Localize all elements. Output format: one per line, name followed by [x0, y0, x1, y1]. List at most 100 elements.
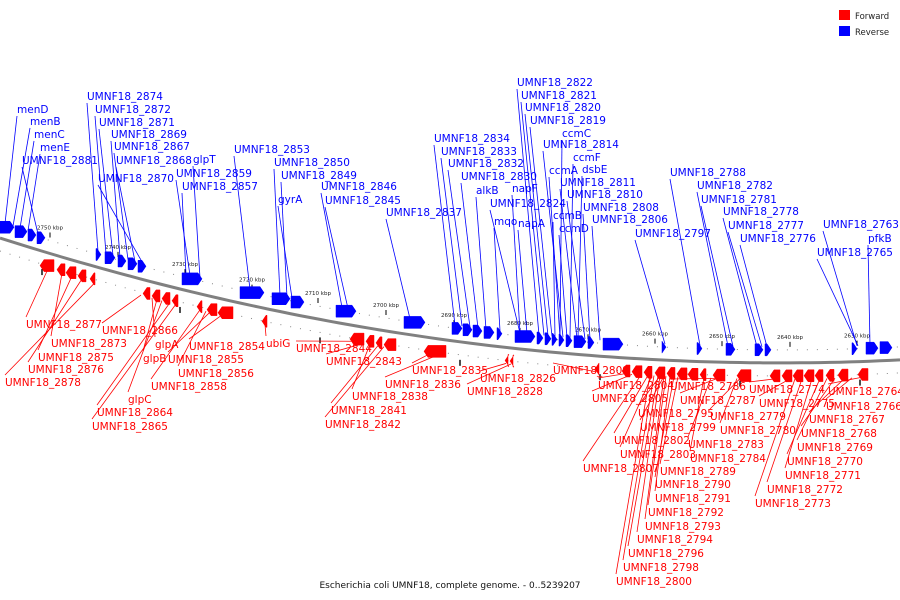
forward-label-leader — [687, 377, 712, 438]
reverse-label-leader — [181, 192, 187, 275]
forward-gene-label: UMNF18_2773 — [755, 498, 831, 510]
forward-label-leader — [264, 324, 267, 337]
reverse-label-leader — [94, 115, 107, 254]
reverse-gene-label: UMNF18_2845 — [325, 195, 401, 207]
reverse-gene-label: UMNF18_2821 — [521, 90, 597, 102]
reverse-gene-arrow — [725, 343, 736, 356]
forward-label-leader — [615, 375, 651, 575]
forward-gene-arrow — [504, 354, 510, 367]
scale-tick-label: 2660 kbp — [642, 332, 668, 338]
reverse-gene-label: UMNF18_2797 — [635, 228, 711, 240]
forward-gene-label: UMNF18_2771 — [785, 470, 861, 482]
forward-label-leader — [101, 294, 142, 324]
legend-reverse-swatch — [839, 26, 850, 36]
forward-gene-label: UMNF18_2792 — [648, 507, 724, 519]
reverse-gene-label: UMNF18_2777 — [728, 220, 804, 232]
reverse-gene-label: UMNF18_2776 — [740, 233, 816, 245]
forward-label-leader — [627, 375, 659, 547]
reverse-gene-label: UMNF18_2853 — [234, 144, 310, 156]
scale-tick-label: 2680 kbp — [507, 321, 533, 327]
reverse-label-leader — [669, 178, 701, 346]
reverse-label-leader — [524, 113, 549, 336]
forward-gene-label: UMNF18_2856 — [178, 368, 254, 380]
forward-gene-label: UMNF18_2877 — [26, 319, 102, 331]
reverse-gene-label: UMNF18_2849 — [281, 170, 357, 182]
reverse-gene-label: UMNF18_2846 — [321, 181, 397, 193]
reverse-label-leader — [634, 239, 666, 345]
forward-label-leader — [766, 378, 803, 483]
reverse-gene-label: UMNF18_2819 — [530, 115, 606, 127]
reverse-label-leader — [552, 221, 556, 337]
forward-gene-label: UMNF18_2779 — [710, 411, 786, 423]
forward-gene-arrow — [261, 315, 268, 328]
forward-gene-label: UMNF18_2866 — [102, 325, 178, 337]
forward-label-leader — [800, 378, 836, 427]
forward-gene-arrow — [814, 369, 824, 382]
forward-gene-arrow — [77, 269, 87, 283]
reverse-label-leader — [324, 206, 349, 309]
reverse-gene-label: UMNF18_2806 — [592, 214, 668, 226]
forward-gene-arrow — [217, 306, 234, 319]
forward-gene-label: ubiG — [266, 338, 290, 350]
reverse-label-leader — [727, 231, 763, 347]
legend-forward-swatch — [839, 10, 850, 20]
reverse-label-leader — [12, 127, 31, 227]
forward-gene-label: UMNF18_2809 — [553, 365, 629, 377]
forward-label-leader — [4, 282, 96, 376]
reverse-gene-label: menB — [30, 116, 61, 128]
forward-gene-label: UMNF18_2775 — [759, 398, 835, 410]
forward-label-leader — [719, 378, 738, 424]
reverse-label-leader — [192, 165, 201, 278]
forward-gene-label: UMNF18_2798 — [623, 562, 699, 574]
forward-gene-label: UMNF18_2828 — [467, 386, 543, 398]
forward-gene-arrow — [171, 294, 179, 307]
reverse-label-leader — [277, 205, 293, 299]
forward-gene-arrow — [39, 259, 55, 272]
reverse-gene-label: UMNF18_2850 — [274, 157, 350, 169]
forward-gene-label: UMNF18_2780 — [720, 425, 796, 437]
forward-gene-arrow — [423, 345, 447, 358]
reverse-label-leader — [4, 115, 18, 224]
forward-label-leader — [325, 342, 365, 355]
forward-label-leader — [384, 354, 439, 378]
reverse-label-leader — [175, 179, 191, 276]
forward-label-leader — [758, 378, 791, 397]
reverse-label-leader — [27, 153, 41, 231]
reverse-gene-label: UMNF18_2763 — [823, 219, 899, 231]
reverse-gene-label: ccmB — [553, 210, 582, 222]
scale-tick-label: 2650 kbp — [709, 334, 735, 340]
reverse-label-leader — [516, 88, 540, 335]
reverse-gene-arrow — [181, 272, 203, 286]
forward-gene-label: UMNF18_2807 — [583, 463, 659, 475]
forward-gene-label: glpB — [143, 353, 166, 365]
forward-gene-label: UMNF18_2838 — [352, 391, 428, 403]
forward-gene-arrow — [196, 300, 203, 313]
forward-label-leader — [796, 378, 828, 441]
forward-gene-label: UMNF18_2800 — [616, 576, 692, 588]
forward-label-leader — [748, 378, 776, 383]
forward-gene-label: UMNF18_2836 — [385, 379, 461, 391]
forward-gene-arrow — [857, 368, 869, 381]
reverse-label-leader — [591, 225, 601, 341]
forward-gene-label: UMNF18_2790 — [655, 479, 731, 491]
reverse-gene-label: UMNF18_2871 — [99, 117, 175, 129]
reverse-gene-label: menE — [40, 142, 70, 154]
reverse-label-leader — [816, 258, 859, 346]
scale-tick-label: 2720 kbp — [239, 278, 265, 284]
reverse-gene-arrow — [0, 220, 15, 234]
forward-gene-arrow — [654, 366, 666, 380]
reverse-gene-arrow — [696, 342, 703, 355]
forward-gene-arrow — [142, 287, 151, 300]
reverse-gene-label: UMNF18_2814 — [543, 139, 619, 151]
reverse-gene-label: UMNF18_2778 — [723, 206, 799, 218]
reverse-gene-label: UMNF18_2822 — [517, 77, 593, 89]
reverse-gene-label: UMNF18_2811 — [560, 177, 636, 189]
forward-label-leader — [619, 375, 653, 448]
reverse-gene-label: UMNF18_2830 — [461, 171, 537, 183]
forward-gene-label: UMNF18_2774 — [749, 384, 825, 396]
forward-gene-label: UMNF18_2794 — [637, 534, 713, 546]
legend-reverse-label: Reverse — [855, 28, 889, 38]
forward-gene-label: UMNF18_2768 — [801, 428, 877, 440]
reverse-label-leader — [21, 166, 39, 234]
